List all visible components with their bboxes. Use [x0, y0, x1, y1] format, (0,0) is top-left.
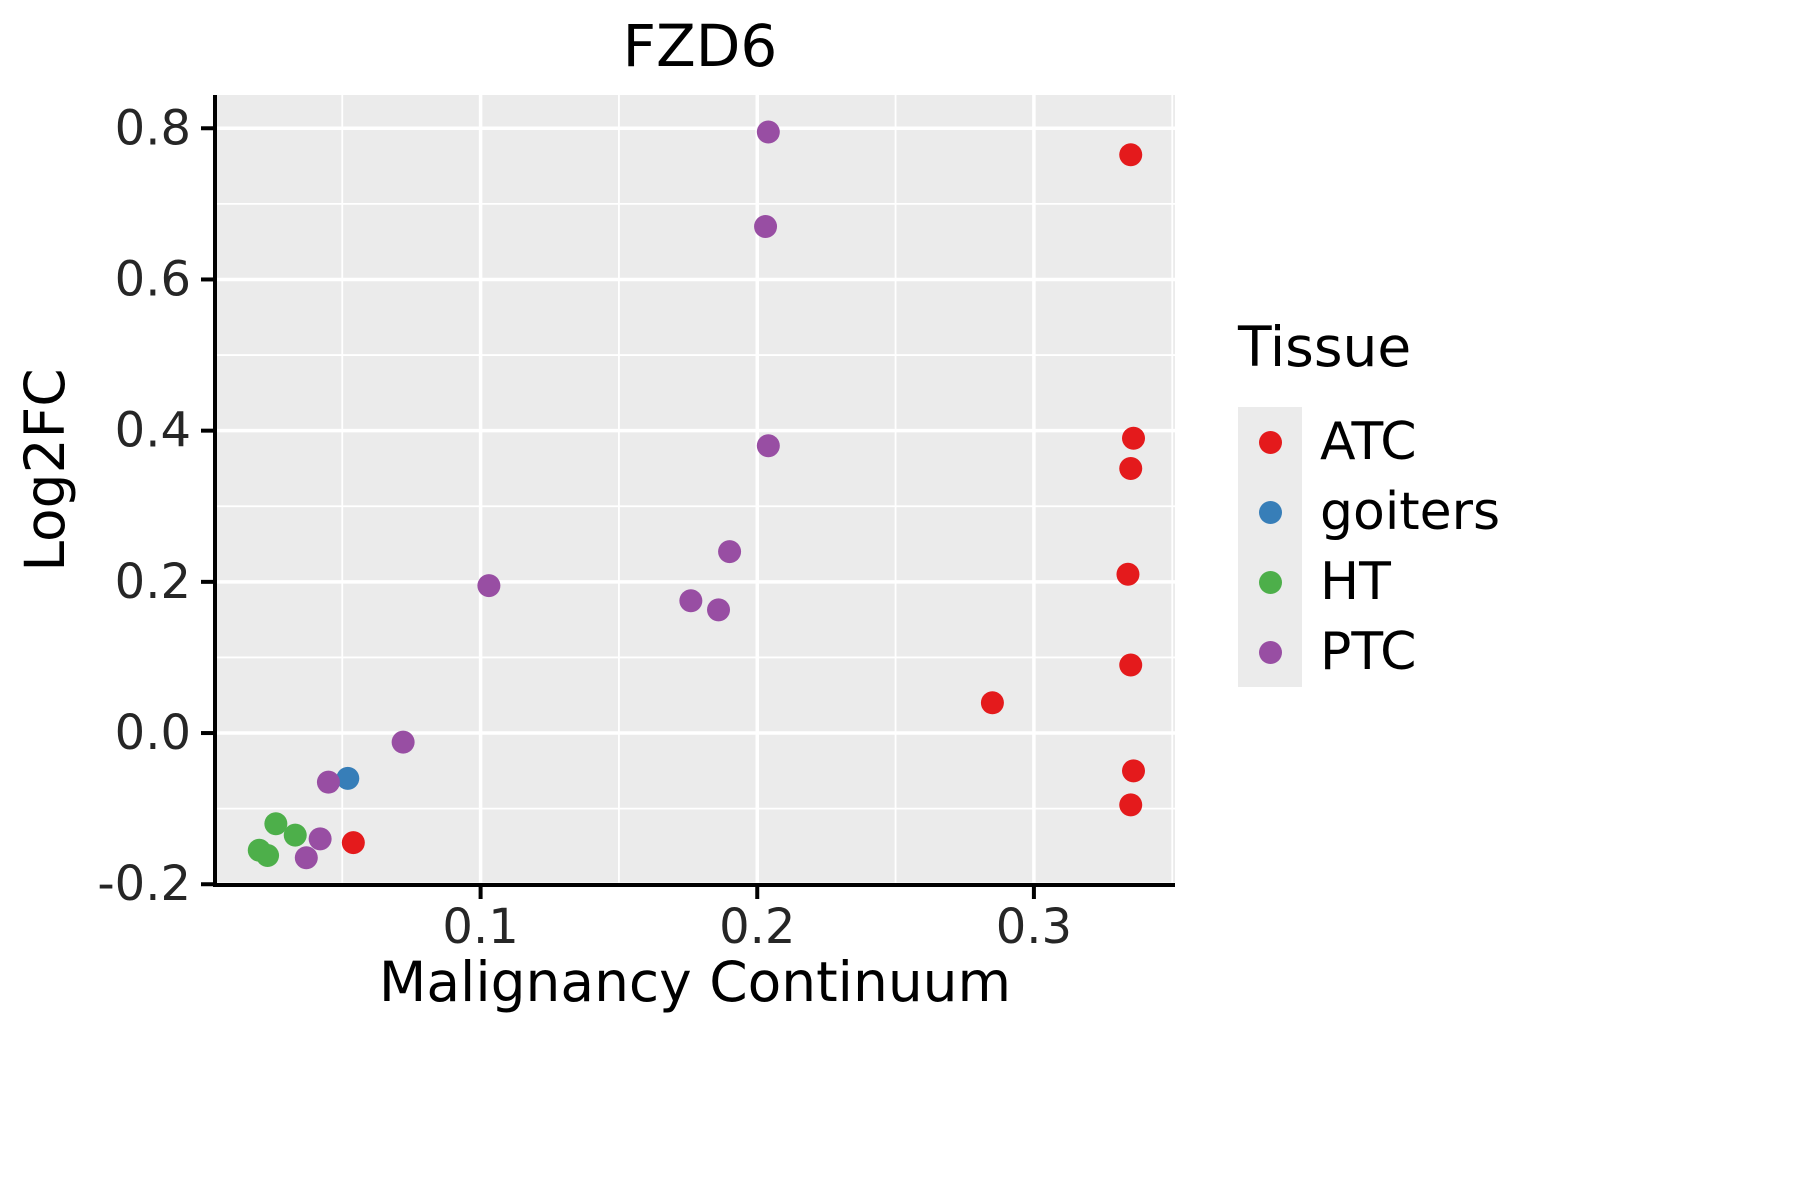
y-tick-label: 0.4 — [115, 403, 191, 459]
x-tick-label: 0.2 — [719, 899, 795, 955]
legend: Tissue ATC goiters HT PTC — [1238, 315, 1500, 687]
data-point-ATC — [1119, 456, 1143, 480]
data-point-PTC — [756, 120, 780, 144]
data-point-PTC — [308, 827, 332, 851]
legend-dot-icon — [1258, 430, 1282, 454]
x-tick-label: 0.1 — [442, 899, 518, 955]
legend-item-HT: HT — [1238, 547, 1500, 617]
data-point-ATC — [1119, 653, 1143, 677]
y-tick-label: 0.6 — [115, 251, 191, 307]
data-point-HT — [264, 812, 288, 836]
data-point-HT — [256, 844, 280, 868]
plot-panel — [215, 95, 1175, 885]
data-point-PTC — [679, 589, 703, 613]
legend-item-PTC: PTC — [1238, 617, 1500, 687]
y-tick-label: 0.0 — [115, 705, 191, 761]
y-tick-label: 0.2 — [115, 554, 191, 610]
data-point-HT — [283, 823, 307, 847]
data-point-PTC — [718, 540, 742, 564]
y-tick-label: 0.8 — [115, 100, 191, 156]
legend-label: HT — [1320, 552, 1391, 612]
legend-key — [1238, 477, 1302, 547]
legend-items: ATC goiters HT PTC — [1238, 407, 1500, 687]
legend-dot-icon — [1258, 640, 1282, 664]
data-point-PTC — [477, 574, 501, 598]
legend-key — [1238, 407, 1302, 477]
data-point-ATC — [1119, 793, 1143, 817]
legend-label: ATC — [1320, 412, 1417, 472]
data-point-ATC — [1122, 759, 1146, 783]
legend-dot-icon — [1258, 500, 1282, 524]
legend-key — [1238, 617, 1302, 687]
data-point-ATC — [1119, 143, 1143, 167]
data-point-PTC — [756, 434, 780, 458]
data-point-ATC — [341, 831, 365, 855]
x-axis-title: Malignancy Continuum — [378, 950, 1012, 1014]
legend-item-goiters: goiters — [1238, 477, 1500, 547]
data-point-PTC — [707, 598, 731, 622]
legend-title: Tissue — [1238, 315, 1412, 379]
legend-dot-icon — [1258, 570, 1282, 594]
y-tick-label: -0.2 — [97, 856, 191, 912]
legend-label: PTC — [1320, 622, 1417, 682]
data-point-ATC — [980, 691, 1004, 715]
y-axis-title: Log2FC — [13, 368, 77, 572]
x-tick-label: 0.3 — [996, 899, 1072, 955]
legend-label: goiters — [1320, 482, 1501, 542]
data-point-PTC — [316, 770, 340, 794]
data-point-PTC — [391, 730, 415, 754]
data-point-ATC — [1122, 426, 1146, 450]
legend-item-ATC: ATC — [1238, 407, 1500, 477]
data-point-PTC — [754, 215, 778, 239]
plot-title: FZD6 — [622, 12, 778, 80]
data-point-PTC — [294, 846, 318, 870]
data-point-goiters — [336, 766, 360, 790]
data-point-ATC — [1116, 562, 1140, 586]
legend-key — [1238, 547, 1302, 617]
